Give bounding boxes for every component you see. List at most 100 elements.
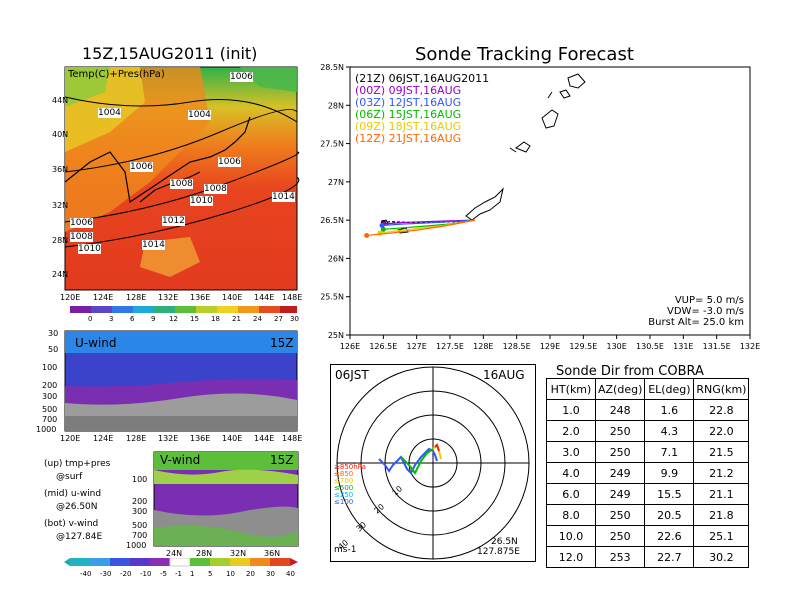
y-tick-label: 25.5N — [320, 293, 344, 302]
isobar-label: 1012 — [162, 216, 185, 226]
cell: 10.0 — [546, 525, 596, 547]
temp-pres-svg: 44N 40N 36N 32N 28N 24N 120E 124E 128E 1… — [52, 66, 302, 323]
note-line: (bot) v-wind — [44, 519, 99, 529]
colorbar-label: 0 — [88, 315, 92, 322]
hodograph-surface — [434, 443, 440, 452]
lon-label: 128E — [126, 434, 146, 443]
colorbar-label: 24 — [253, 315, 262, 322]
lat-label: 36N — [52, 165, 68, 174]
cobra-header: AZ(deg) — [594, 378, 646, 400]
island-outline — [541, 109, 559, 129]
cell: 8.0 — [546, 504, 596, 526]
colorbar-label: -40 — [80, 570, 91, 578]
legend-entry-21z: (21Z) 06JST,16AUG2011 — [355, 73, 489, 85]
legend-entry-06z: (06Z) 15JST,16AUG — [355, 109, 489, 121]
colorbar-label: 15 — [190, 315, 199, 322]
track-line-12z — [366, 219, 476, 237]
x-tick-label: 126.5E — [369, 342, 397, 351]
lon-label: 124E — [93, 293, 113, 302]
cell: 12.0 — [546, 546, 596, 568]
init-title: 15Z,15AUG2011 (init) — [82, 44, 258, 63]
uwind-svg: 30 50 100 200 300 500 700 1000 120E 124E… — [36, 329, 302, 443]
track-endpoint-06z — [380, 226, 386, 232]
y-tick-label: 26.5N — [320, 216, 344, 225]
table-row: 6.0 249 15.5 21.1 — [546, 483, 750, 505]
pressure-label: 200 — [132, 497, 147, 506]
legend-tag: (12Z) — [355, 132, 386, 145]
x-tick-label: 128E — [473, 342, 493, 351]
colorbar-label: -10 — [140, 570, 151, 578]
cell: 9.9 — [644, 462, 695, 484]
island-outline — [465, 187, 504, 221]
cell: 250 — [594, 420, 646, 442]
table-row: 2.0 250 4.3 22.0 — [546, 420, 750, 442]
cell: 25.1 — [693, 525, 750, 547]
colorbar-label: 10 — [226, 570, 235, 578]
table-row: 4.0 249 9.9 21.2 — [546, 462, 750, 484]
cell: 4.3 — [644, 420, 695, 442]
cell: 21.1 — [693, 483, 750, 505]
x-tick-label: 126E — [340, 342, 360, 351]
lat-label: 36N — [264, 549, 280, 558]
isobar-label: 1004 — [98, 108, 121, 118]
lat-label: 24N — [52, 270, 68, 279]
colorbar-label: -5 — [160, 570, 167, 578]
cell: 250 — [594, 504, 646, 526]
cell: 30.2 — [693, 546, 750, 568]
track-line-03z — [381, 219, 476, 227]
legend-time: 06JST,16AUG2011 — [388, 72, 490, 85]
lon-label: 140E — [222, 293, 242, 302]
track-chart: 126E 126.5E 127E 127.5E 128E 128.5E 129E 129.5E… — [320, 63, 760, 351]
param-burst: Burst Alt= 25.0 km — [648, 317, 744, 328]
sonde-params: VUP= 5.0 m/s VDW= -3.0 m/s Burst Alt= 25… — [640, 295, 744, 328]
x-tick-label: 127.5E — [436, 342, 464, 351]
polar-legend-entry: ≤100 — [334, 498, 354, 506]
cell: 21.5 — [693, 441, 750, 463]
x-tick-label: 131.5E — [703, 342, 731, 351]
legend-entry-03z: (03Z) 12JST,16AUG — [355, 97, 489, 109]
y-tick-label: 27N — [328, 178, 344, 187]
cell: 15.5 — [644, 483, 695, 505]
lat-label: 32N — [52, 201, 68, 210]
cell: 21.8 — [693, 504, 750, 526]
polar-legend-entry: ≤500 — [334, 484, 354, 492]
polar-time: 06JST — [335, 368, 369, 382]
isobar-label: 1014 — [142, 240, 165, 250]
pressure-label: 300 — [132, 507, 147, 516]
x-tick-label: 132E — [740, 342, 760, 351]
track-endpoint-12z — [364, 232, 370, 238]
colorbar-label: 12 — [169, 315, 178, 322]
colorbar-label: 5 — [208, 570, 212, 578]
colorbar-label: 20 — [246, 570, 255, 578]
cell: 250 — [594, 441, 646, 463]
legend-tag: (03Z) — [355, 96, 386, 109]
legend-time: 21JST,16AUG — [388, 132, 462, 145]
lat-label: 28N — [196, 549, 212, 558]
x-tick-label: 129.5E — [569, 342, 597, 351]
cell: 248 — [594, 399, 646, 421]
colorbar-label: -20 — [120, 570, 131, 578]
colorbar-label: 40 — [286, 570, 295, 578]
cell: 6.0 — [546, 483, 596, 505]
polar-legend-entry: ≤250 — [334, 491, 354, 499]
y-tick-label: 28N — [328, 101, 344, 110]
isobar-label: 1004 — [188, 110, 211, 120]
cell: 21.2 — [693, 462, 750, 484]
pressure-label: 30 — [48, 329, 58, 338]
lon-label: 132E — [158, 293, 178, 302]
colorbar-label: 18 — [211, 315, 220, 322]
pressure-label: 100 — [42, 363, 57, 372]
isobar-label: 1006 — [130, 162, 153, 172]
isobar-label: 1010 — [190, 196, 213, 206]
lon-label: 128E — [126, 293, 146, 302]
colorbar-label: 1 — [190, 570, 194, 578]
uwind-label: U-wind — [75, 336, 117, 350]
legend-entry-12z: (12Z) 21JST,16AUG — [355, 133, 489, 145]
lat-label: 24N — [166, 549, 182, 558]
cell: 22.6 — [644, 525, 695, 547]
cell: 3.0 — [546, 441, 596, 463]
isobar-label: 1008 — [204, 184, 227, 194]
cell: 249 — [594, 462, 646, 484]
colorbar-label: 27 — [274, 315, 283, 322]
polar-pos: 26.5N — [491, 537, 518, 547]
